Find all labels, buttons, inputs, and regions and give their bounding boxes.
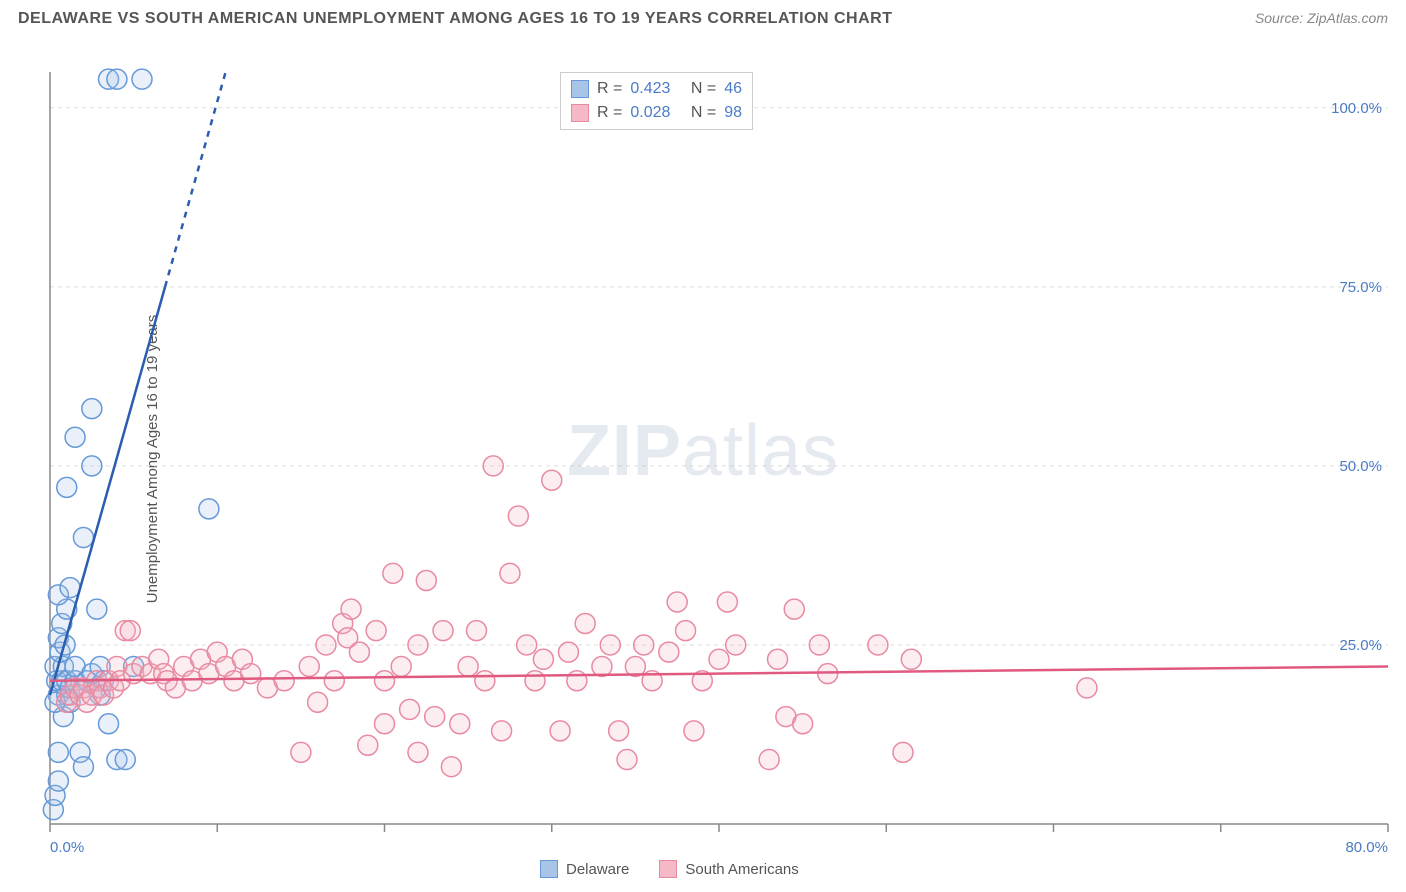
stats-row-delaware: R = 0.423 N = 46 [571, 77, 742, 101]
svg-text:0.0%: 0.0% [50, 839, 84, 856]
legend-item-south-americans: South Americans [659, 860, 798, 878]
svg-text:100.0%: 100.0% [1331, 100, 1382, 117]
swatch-delaware [571, 80, 589, 98]
swatch-south-americans [571, 104, 589, 122]
legend-swatch-south-americans [659, 860, 677, 878]
legend-label-south-americans: South Americans [685, 861, 798, 878]
chart-title: DELAWARE VS SOUTH AMERICAN UNEMPLOYMENT … [18, 10, 892, 28]
stats-row-south-americans: R = 0.028 N = 98 [571, 101, 742, 125]
source-label: Source: ZipAtlas.com [1255, 10, 1388, 26]
legend-item-delaware: Delaware [540, 860, 629, 878]
legend-label-delaware: Delaware [566, 861, 629, 878]
scatter-chart-svg: 25.0% 50.0% 75.0% 100.0% 0.0% 80.0% [0, 34, 1406, 884]
svg-text:80.0%: 80.0% [1345, 839, 1388, 856]
stats-legend: R = 0.423 N = 46 R = 0.028 N = 98 [560, 72, 753, 130]
svg-text:50.0%: 50.0% [1339, 458, 1382, 475]
svg-text:75.0%: 75.0% [1339, 279, 1382, 296]
legend-swatch-delaware [540, 860, 558, 878]
bottom-legend: Delaware South Americans [540, 860, 799, 878]
chart-area: Unemployment Among Ages 16 to 19 years 2… [0, 34, 1406, 884]
title-bar: DELAWARE VS SOUTH AMERICAN UNEMPLOYMENT … [0, 0, 1406, 34]
svg-text:25.0%: 25.0% [1339, 637, 1382, 654]
